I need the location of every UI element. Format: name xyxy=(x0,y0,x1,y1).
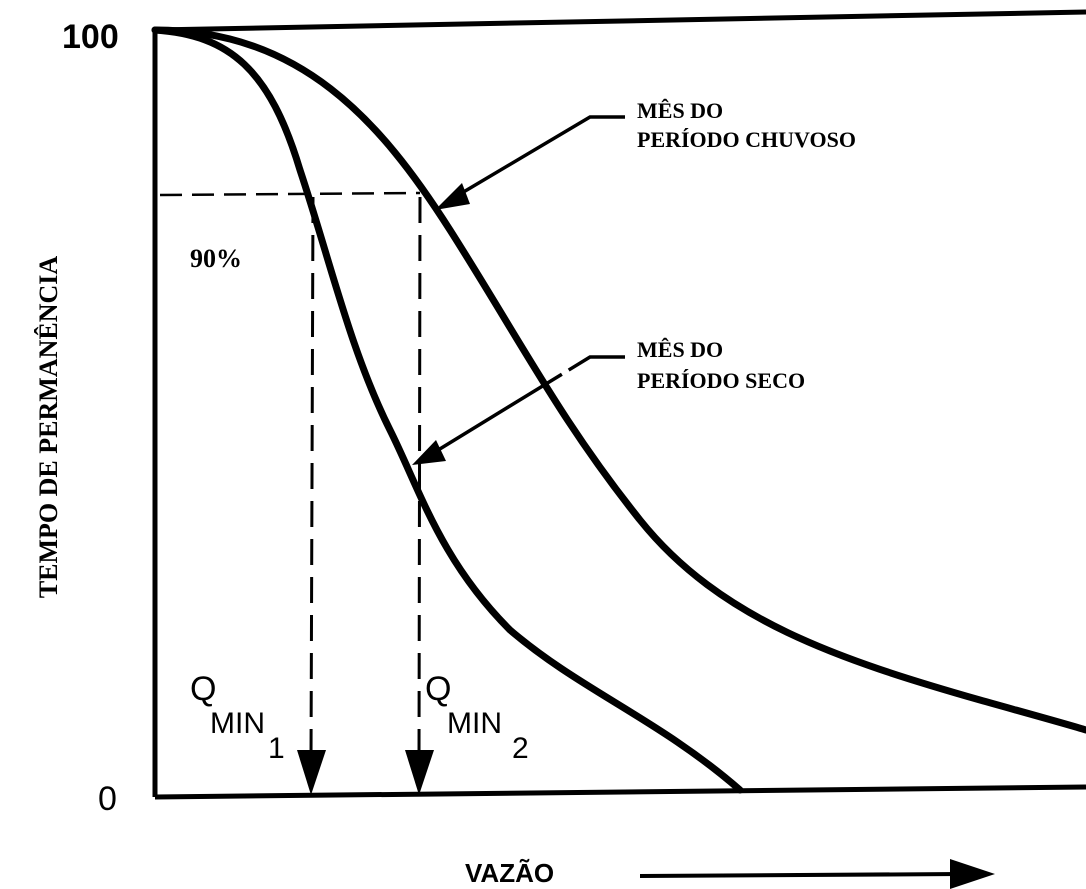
leader-wet xyxy=(449,115,625,202)
label-dry-line1: MÊS DO xyxy=(637,337,723,362)
label-dry-line2: PERÍODO SECO xyxy=(637,368,805,393)
curve-dry-season xyxy=(151,26,744,794)
svg-text:2: 2 xyxy=(512,732,529,765)
y-axis-label: TEMPO DE PERMANÊNCIA xyxy=(34,256,63,599)
svg-text:1: 1 xyxy=(268,732,285,765)
label-wet-line1: MÊS DO xyxy=(637,98,723,123)
svg-text:Q: Q xyxy=(190,670,216,708)
x-axis xyxy=(154,784,1086,800)
y-tick-0: 0 xyxy=(98,780,117,818)
leader-dry-arrowhead xyxy=(412,440,446,465)
x-axis-label: VAZÃO xyxy=(465,858,554,888)
arrowhead-qmin2 xyxy=(405,750,434,795)
label-qmin2: Q MIN 2 xyxy=(425,670,529,765)
drop-line-qmin1 xyxy=(309,196,315,761)
svg-text:Q: Q xyxy=(425,670,451,708)
leader-wet-arrowhead xyxy=(435,183,470,210)
drop-line-qmin2 xyxy=(417,196,422,761)
top-border xyxy=(154,9,1086,33)
reference-label-90: 90% xyxy=(190,244,242,273)
svg-text:MIN: MIN xyxy=(447,707,502,740)
reference-line-90 xyxy=(159,191,421,197)
x-axis-arrow-shaft xyxy=(639,872,961,878)
x-axis-arrow-head xyxy=(950,859,995,889)
curve-wet-season xyxy=(151,26,1086,734)
label-qmin1: Q MIN 1 xyxy=(190,670,285,765)
arrowhead-qmin1 xyxy=(297,750,326,795)
label-wet-line2: PERÍODO CHUVOSO xyxy=(637,127,856,152)
svg-text:MIN: MIN xyxy=(210,707,265,740)
leader-dry xyxy=(429,355,625,457)
y-tick-100: 100 xyxy=(62,18,119,56)
